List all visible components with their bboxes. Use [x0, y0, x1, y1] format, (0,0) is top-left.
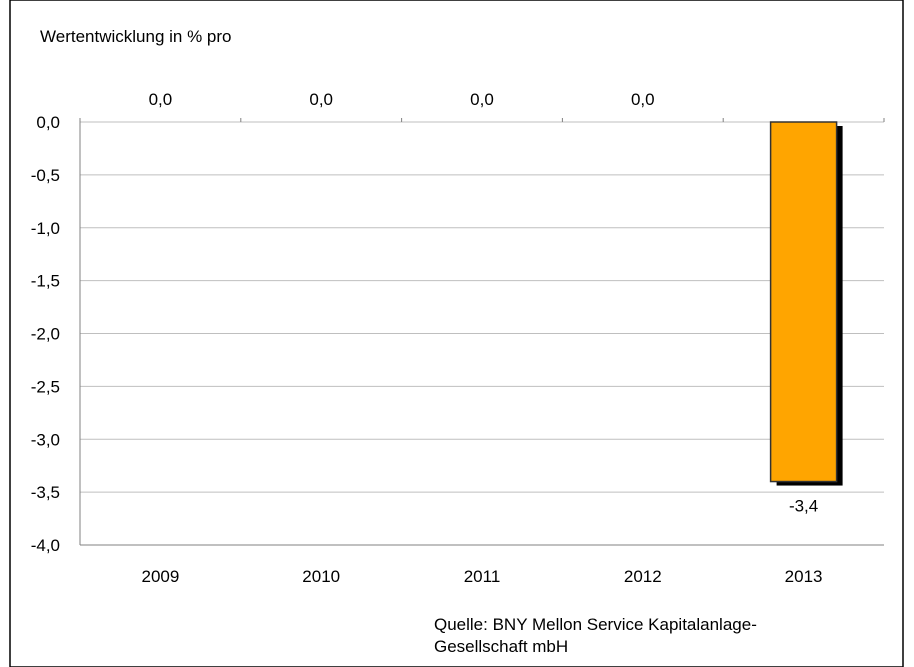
y-tick-label: -4,0	[31, 536, 60, 555]
source-note-line-1: Quelle: BNY Mellon Service Kapitalanlage…	[434, 615, 757, 634]
x-tick-label: 2013	[785, 567, 823, 586]
y-tick-label: -3,5	[31, 483, 60, 502]
data-label: 0,0	[149, 90, 173, 109]
y-axis-title: Wertentwicklung in % pro	[40, 27, 232, 46]
x-tick-label: 2011	[464, 567, 501, 586]
data-label: 0,0	[470, 90, 494, 109]
bar	[769, 121, 838, 483]
data-label: 0,0	[309, 90, 333, 109]
x-tick-label: 2009	[141, 567, 179, 586]
source-note-line-2: Gesellschaft mbH	[434, 637, 569, 656]
y-tick-label: -2,5	[31, 377, 60, 396]
x-tick-label: 2010	[302, 567, 340, 586]
x-tick-label: 2012	[624, 567, 662, 586]
data-label: -3,4	[789, 497, 818, 516]
y-tick-label: 0,0	[36, 113, 60, 132]
y-tick-label: -1,5	[31, 272, 60, 291]
y-tick-label: -1,0	[31, 219, 60, 238]
y-tick-label: -3,0	[31, 430, 60, 449]
y-tick-label: -0,5	[31, 166, 60, 185]
source-note: Quelle: BNY Mellon Service Kapitalanlage…	[434, 614, 894, 658]
data-label: 0,0	[631, 90, 655, 109]
y-tick-label: -2,0	[31, 325, 60, 344]
